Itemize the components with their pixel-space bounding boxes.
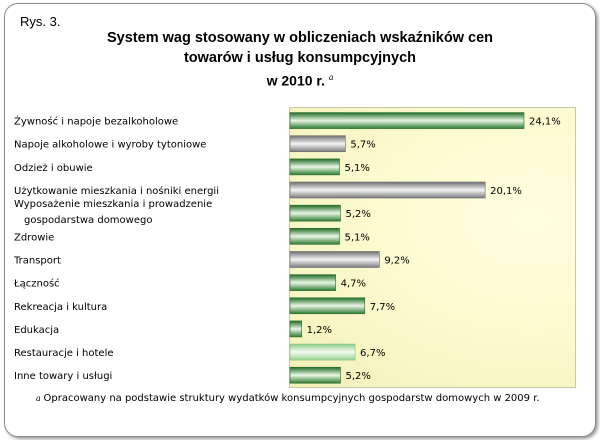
category-label-6: Transport [13,255,61,266]
chart-title-line-2: towarów i usług konsumpcyjnych [183,50,417,66]
footnote-mark: a [36,393,41,403]
figure-label: Rys. 3. [20,14,61,29]
bar-4 [289,204,341,222]
category-label-3: Użytkowanie mieszkania i nośniki energii [14,185,219,197]
value-label-6: 9,2% [384,255,409,266]
footnote: a Opracowany na podstawie struktury wydat… [36,393,540,404]
category-label-0: Żywność i napoje bezalkoholowe [14,115,178,128]
bar-5 [289,228,340,245]
value-label-8: 7,7% [370,302,395,313]
bar-3 [289,181,486,199]
bar-8 [289,297,366,315]
value-label-11: 5,2% [345,371,370,382]
bar-7 [289,274,336,291]
category-label-7: Łączność [13,278,60,290]
title-footnote-mark: a [328,72,334,82]
value-label-0: 24,1% [529,117,561,128]
category-label-5: Zdrowie [14,232,54,243]
value-label-5: 5,1% [345,232,370,243]
bar-1 [289,135,346,153]
footnote-text: Opracowany na podstawie struktury wydatk… [43,393,540,404]
value-label-1: 5,7% [350,140,375,151]
plot-area [289,107,576,388]
category-label-2: Odzież i obuwie [14,163,93,174]
value-label-4: 5,2% [345,209,370,220]
value-label-10: 6,7% [360,348,385,359]
chart-title-year: w 2010 r. [266,72,325,89]
bar-2 [289,158,340,176]
category-label-4: Wyposażenie mieszkania i prowadzenie gosp… [14,199,212,226]
value-label-3: 20,1% [490,186,522,197]
category-label-8: Rekreacja i kultura [14,302,107,313]
bar-0 [289,112,525,129]
value-label-9: 1,2% [307,325,332,336]
bar-11 [289,366,341,384]
chart-title-line-1: System wag stosowany w obliczeniach wska… [107,30,493,46]
value-label-2: 5,1% [345,163,370,174]
category-label-1: Napoje alkoholowe i wyroby tytoniowe [14,140,206,151]
value-label-7: 4,7% [341,279,366,290]
category-label-10: Restauracje i hotele [14,348,114,359]
category-label-9: Edukacja [14,325,59,336]
bar-10 [289,343,356,361]
chart-title-line-3: w 2010 r. a [60,72,540,89]
bar-6 [289,251,380,268]
category-label-11: Inne towary i usługi [14,371,112,382]
bar-9 [289,320,302,338]
